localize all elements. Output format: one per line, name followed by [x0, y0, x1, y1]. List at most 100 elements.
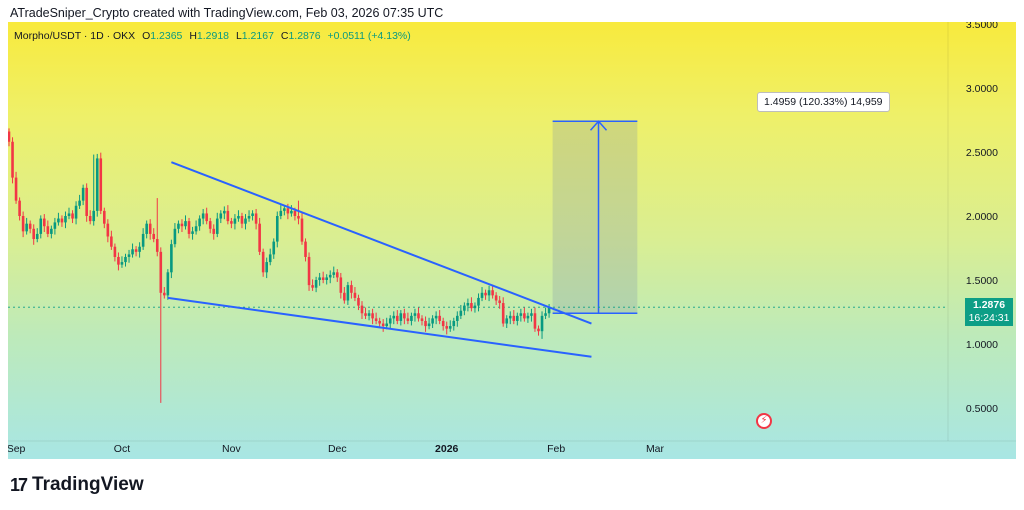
candle-body [463, 305, 466, 311]
candle-body [261, 251, 265, 273]
change-value: +0.0511 (+4.13%) [327, 30, 411, 42]
candle-body [480, 292, 484, 298]
candle-body [403, 313, 406, 319]
candle-body [523, 313, 526, 319]
close-value: 1.2876 [288, 30, 321, 42]
x-tick-label: Nov [222, 443, 241, 455]
candle-body [456, 315, 459, 321]
candle-body [57, 218, 60, 223]
candle-body [215, 218, 219, 234]
candle-body [198, 218, 201, 227]
candle-body [166, 272, 170, 296]
symbol-bar: Morpho/USDT · 1D · OKX O1.2365 H1.2918 L… [14, 30, 411, 42]
candle-body [223, 210, 226, 214]
candle-body [177, 223, 180, 229]
candle-body [441, 320, 445, 327]
candle-body [254, 213, 258, 224]
candle-body [110, 236, 113, 247]
candle-body [364, 313, 367, 316]
candle-body [106, 223, 110, 237]
open-key: O [142, 30, 151, 42]
candle-body [14, 177, 18, 201]
candle-body [396, 315, 399, 321]
candle-body [381, 323, 385, 327]
candle-body [431, 318, 434, 324]
candle-body [512, 315, 516, 321]
candle-body [353, 292, 357, 298]
candle-body [378, 320, 381, 324]
candle-body [328, 274, 332, 278]
candle-body [64, 216, 67, 223]
candle-body [32, 228, 36, 240]
candle-body [194, 226, 198, 232]
price-chart[interactable]: 3.5000 3.0000 2.5000 2.0000 1.5000 1.0000 0.50… [8, 22, 1016, 459]
y-tick-label: 1.5000 [966, 275, 998, 287]
candle-body [427, 323, 431, 327]
candle-body [173, 228, 177, 245]
candle-body [212, 228, 216, 234]
candle-body [201, 213, 205, 219]
candle-body [152, 233, 156, 240]
candle-body [392, 315, 396, 319]
candle-body [508, 315, 512, 319]
x-tick-label: Dec [328, 443, 347, 455]
candle-body [321, 277, 325, 280]
x-tick-label: Sep [8, 443, 26, 455]
candle-body [74, 205, 78, 219]
tradingview-logo-icon: 17 [10, 474, 28, 495]
candle-body [53, 222, 57, 229]
candle-body [25, 223, 28, 232]
high-value: 1.2918 [196, 30, 230, 42]
candle-body [78, 200, 81, 206]
candle-body [325, 277, 328, 280]
candle-body [103, 210, 106, 224]
candle-body [307, 256, 311, 286]
candle-body [187, 221, 191, 234]
candle-body [170, 244, 173, 273]
candle-body [417, 313, 420, 319]
chart-frame[interactable]: 3.5000 3.0000 2.5000 2.0000 1.5000 1.0000 0.50… [8, 22, 1016, 459]
candle-body [516, 315, 519, 321]
candle-body [544, 313, 547, 316]
candle-body [117, 256, 120, 265]
candle-body [424, 320, 427, 327]
candle-body [191, 231, 194, 234]
measure-box [552, 121, 638, 314]
candle-body [300, 218, 304, 242]
candle-body [470, 303, 473, 309]
candle-body [286, 208, 290, 214]
candle-body [530, 313, 533, 316]
candle-body [293, 210, 297, 216]
candle-body [388, 318, 392, 324]
x-tick-label: 2026 [435, 443, 459, 455]
candle-body [413, 313, 417, 316]
candle-body [240, 216, 244, 224]
candle-body [244, 218, 247, 224]
candle-body [297, 216, 300, 219]
candle-body [420, 318, 424, 321]
candle-body [484, 292, 487, 296]
candle-body [448, 326, 452, 329]
candle-body [304, 241, 307, 257]
candle-body [540, 315, 544, 332]
candle-body [46, 226, 50, 234]
candle-body [275, 216, 279, 242]
chart-caption: ATradeSniper_Crypto created with Trading… [10, 6, 444, 20]
tradingview-logo[interactable]: 17 TradingView [10, 474, 144, 496]
y-tick-label: 0.5000 [966, 403, 998, 415]
candle-body [318, 277, 321, 280]
candle-body [357, 297, 360, 306]
flash-icon[interactable]: ⚡ [756, 413, 772, 429]
candle-body [159, 251, 163, 293]
candle-body [184, 221, 187, 227]
candle-body [371, 313, 374, 319]
candle-body [247, 216, 251, 219]
support-trendline [167, 296, 592, 358]
candle-body [258, 223, 261, 252]
candle-body [60, 218, 64, 223]
candle-body [477, 297, 480, 306]
candle-body [88, 216, 92, 222]
candle-body [505, 318, 509, 324]
candle-body [491, 290, 494, 296]
measure-label[interactable]: 1.4959 (120.33%) 14,959 [757, 92, 890, 112]
